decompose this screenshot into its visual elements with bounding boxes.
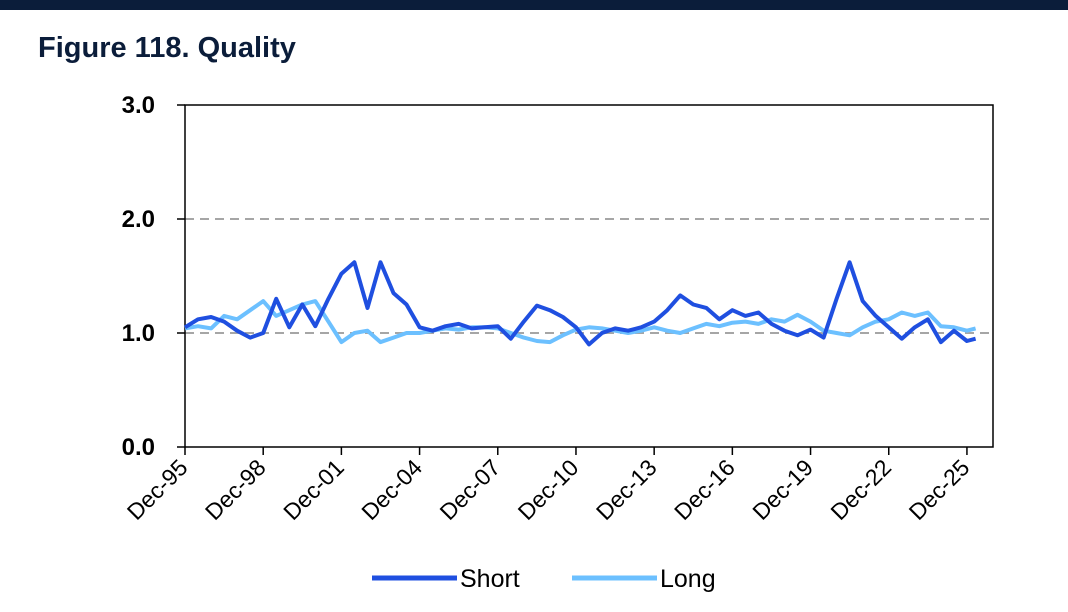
y-tick-label: 2.0 bbox=[122, 206, 155, 233]
x-tick-label: Dec-16 bbox=[669, 454, 740, 525]
x-tick-label: Dec-10 bbox=[513, 454, 584, 525]
y-tick-label: 1.0 bbox=[122, 320, 155, 347]
figure-title: Figure 118. Quality bbox=[38, 32, 296, 64]
x-tick-label: Dec-95 bbox=[122, 454, 193, 525]
series-line-long bbox=[184, 299, 977, 345]
x-tick-label: Dec-07 bbox=[434, 454, 505, 525]
x-tick-label: Dec-25 bbox=[904, 454, 975, 525]
y-tick-label: 3.0 bbox=[122, 92, 155, 119]
series-line-short bbox=[183, 260, 977, 347]
x-tick-label: Dec-01 bbox=[278, 454, 349, 525]
plot-area bbox=[184, 104, 994, 448]
x-tick-label: Dec-98 bbox=[200, 454, 271, 525]
top-bar bbox=[0, 0, 1068, 10]
y-tick-label: 0.0 bbox=[122, 434, 155, 461]
x-tick-label: Dec-13 bbox=[591, 454, 662, 525]
x-tick-label: Dec-19 bbox=[747, 454, 818, 525]
legend-label-short: Short bbox=[460, 565, 520, 593]
x-tick-label: Dec-04 bbox=[356, 454, 427, 525]
legend-label-long: Long bbox=[660, 565, 716, 593]
x-tick-label: Dec-22 bbox=[825, 454, 896, 525]
